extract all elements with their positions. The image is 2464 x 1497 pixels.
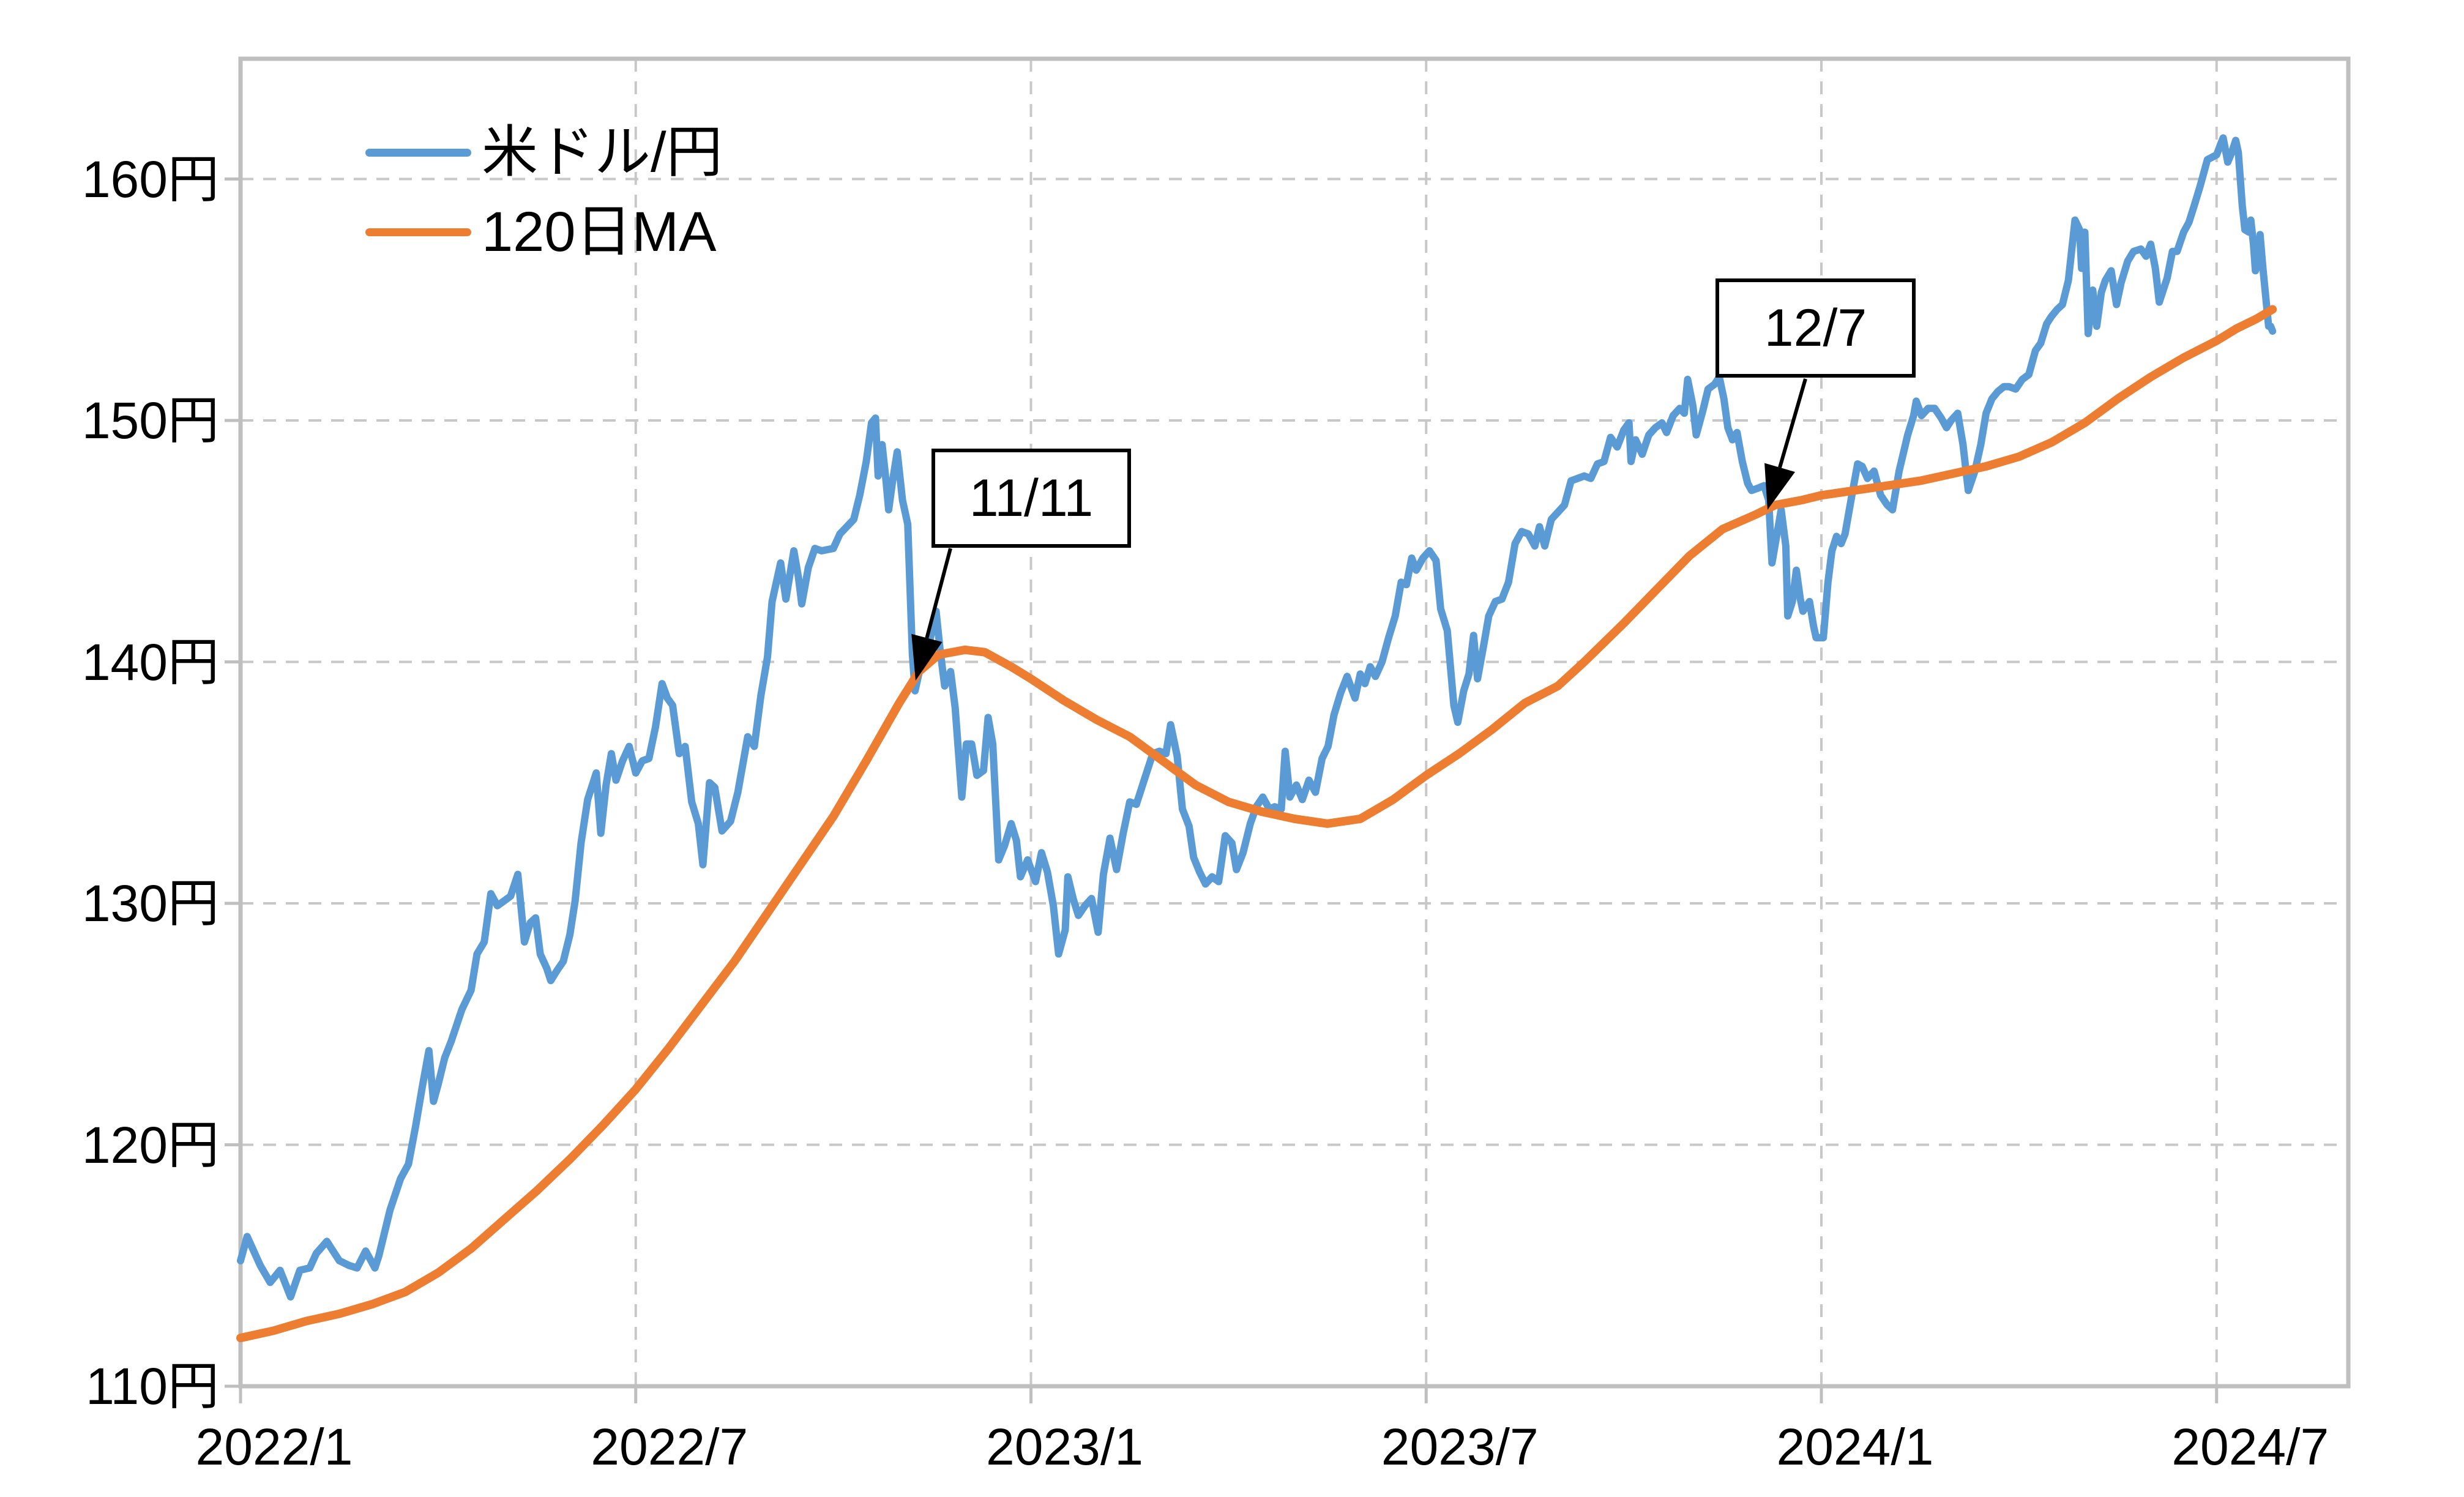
x-axis-label: 2022/7 [591, 1418, 749, 1476]
y-axis-label: 120円 [81, 1116, 219, 1174]
legend-item-usdjpy: 米ドル/円 [365, 121, 723, 184]
series-line-usdjpy [237, 134, 2277, 1301]
annotation-arrow-line [1778, 378, 1807, 468]
legend: 米ドル/円 120日MA [365, 121, 723, 280]
y-axis-label: 160円 [81, 150, 219, 208]
x-axis-label: 2024/7 [2171, 1418, 2329, 1476]
annotation-arrow-head [911, 633, 943, 681]
legend-line-sample-120d-ma [365, 228, 471, 236]
annotation-text-12-7: 12/7 [1764, 299, 1867, 357]
annotation-box-12-7: 12/7 [1715, 278, 1916, 378]
x-axis-label: 2022/1 [195, 1418, 353, 1476]
y-axis-label: 130円 [81, 875, 219, 932]
series-line-120d-ma [236, 305, 2277, 1343]
legend-label-usdjpy: 米ドル/円 [482, 121, 723, 184]
legend-line-sample-usdjpy [365, 148, 471, 157]
y-axis-label: 110円 [86, 1357, 219, 1415]
x-axis-label: 2023/7 [1381, 1418, 1539, 1476]
plot-border [238, 56, 2351, 1389]
legend-item-120d-ma: 120日MA [365, 200, 723, 264]
x-axis-label: 2023/1 [986, 1418, 1143, 1476]
legend-label-120d-ma: 120日MA [482, 201, 717, 263]
annotation-arrow-line [925, 548, 952, 639]
annotation-box-11-11: 11/11 [931, 449, 1131, 548]
annotation-text-11-11: 11/11 [969, 469, 1094, 528]
y-axis-label: 150円 [81, 392, 219, 449]
y-axis-label: 140円 [81, 633, 219, 691]
x-axis-label: 2024/1 [1776, 1418, 1934, 1476]
annotation-arrow-head [1764, 463, 1796, 510]
